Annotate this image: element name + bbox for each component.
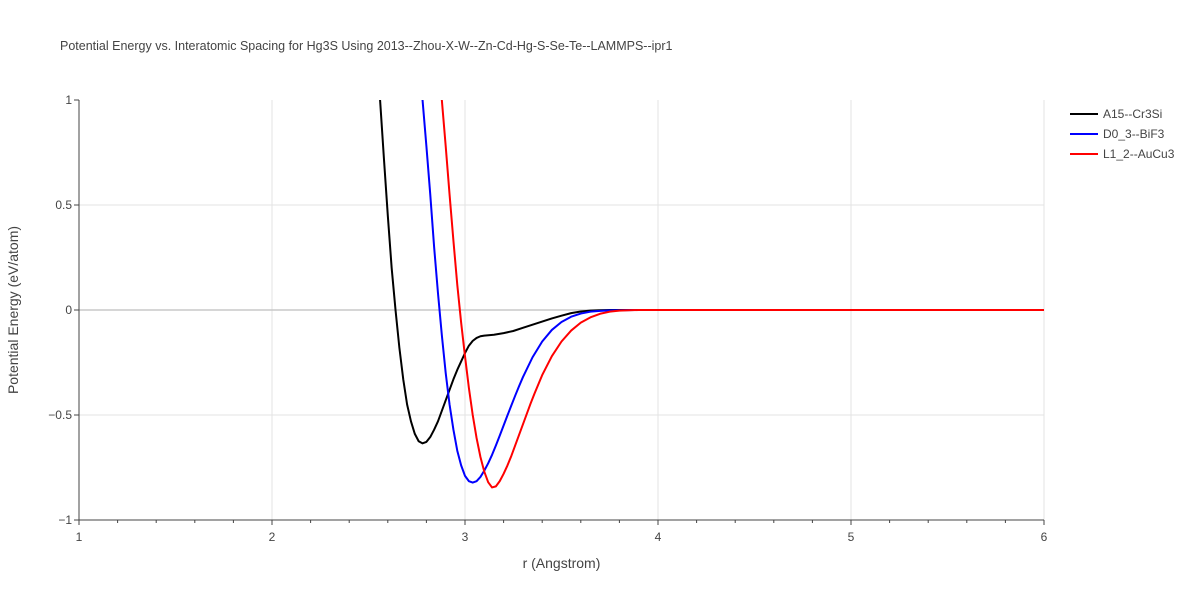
y-tick-label: 0.5 — [55, 198, 72, 212]
series-line-3 — [440, 100, 1044, 489]
x-axis-title: r (Angstrom) — [523, 555, 601, 571]
plot-area — [379, 100, 1044, 489]
legend-item[interactable]: L1_2--AuCu3 — [1070, 147, 1175, 161]
y-tick-label: 0 — [65, 303, 72, 317]
x-tick-label: 6 — [1041, 530, 1048, 544]
y-axis-title: Potential Energy (eV/atom) — [5, 226, 21, 394]
legend-item[interactable]: A15--Cr3Si — [1070, 107, 1162, 121]
series-line-1 — [379, 100, 1044, 445]
legend-label: D0_3--BiF3 — [1103, 127, 1165, 141]
x-tick-label: 2 — [269, 530, 276, 544]
x-tick-label: 4 — [655, 530, 662, 544]
axes: 1 2 3 4 5 6 −1 −0.5 0 0.5 1 — [48, 93, 1047, 544]
chart-title: Potential Energy vs. Interatomic Spacing… — [60, 39, 673, 53]
legend-item[interactable]: D0_3--BiF3 — [1070, 127, 1165, 141]
x-tick-label: 5 — [848, 530, 855, 544]
y-tick-label: 1 — [65, 93, 72, 107]
legend-label: A15--Cr3Si — [1103, 107, 1162, 121]
legend: A15--Cr3Si D0_3--BiF3 L1_2--AuCu3 — [1070, 107, 1175, 161]
x-tick-label: 1 — [76, 530, 83, 544]
y-tick-label: −1 — [58, 513, 72, 527]
y-tick-label: −0.5 — [48, 408, 72, 422]
x-tick-label: 3 — [462, 530, 469, 544]
legend-label: L1_2--AuCu3 — [1103, 147, 1175, 161]
series-line-2 — [421, 100, 1044, 484]
